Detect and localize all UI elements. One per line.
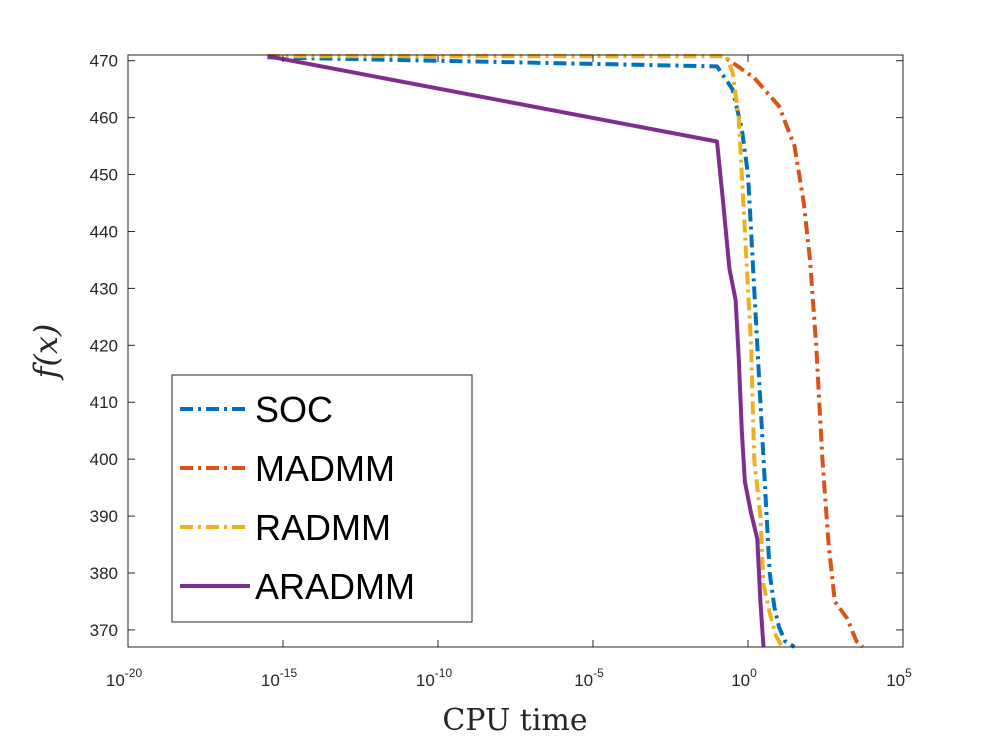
x-axis-title: CPU time [442, 703, 587, 738]
legend: SOC MADMM RADMM ARADMM [171, 374, 473, 623]
x-tick-label: 10-5 [574, 666, 604, 690]
y-tick-label: 400 [90, 450, 118, 469]
y-tick-label: 390 [90, 507, 118, 526]
y-tick-label: 430 [90, 279, 118, 298]
legend-label: MADMM [255, 448, 395, 489]
y-tick-label: 460 [90, 109, 118, 128]
x-tick-label: 100 [731, 666, 757, 690]
y-tick-label: 470 [90, 52, 118, 71]
legend-label: SOC [255, 389, 333, 430]
legend-label: RADMM [255, 507, 391, 548]
legend-label: ARADMM [255, 566, 415, 607]
x-tick-label: 10-10 [416, 666, 453, 690]
axes-box [127, 54, 904, 648]
series-line-aradmm [267, 54, 766, 648]
x-tick-label: 10-20 [106, 666, 143, 690]
y-tick-label: 380 [90, 564, 118, 583]
y-tick-label: 370 [90, 621, 118, 640]
x-tick-label: 10-15 [261, 666, 298, 690]
x-tick-label: 105 [886, 666, 912, 690]
series-line-madmm [267, 54, 865, 649]
y-tick-label: 440 [90, 222, 118, 241]
y-tick-label: 450 [90, 166, 118, 185]
series-line-radmm [267, 54, 784, 648]
y-axis-title: f(x) [27, 324, 65, 381]
series-line-soc [267, 55, 796, 649]
y-tick-label: 420 [90, 336, 118, 355]
tick-layer: 10-20 10-15 10-10 10-5 100 105 370 380 390 400 410… [90, 52, 912, 690]
legend-box [171, 374, 473, 623]
y-tick-label: 410 [90, 393, 118, 412]
series-layer [267, 54, 865, 649]
